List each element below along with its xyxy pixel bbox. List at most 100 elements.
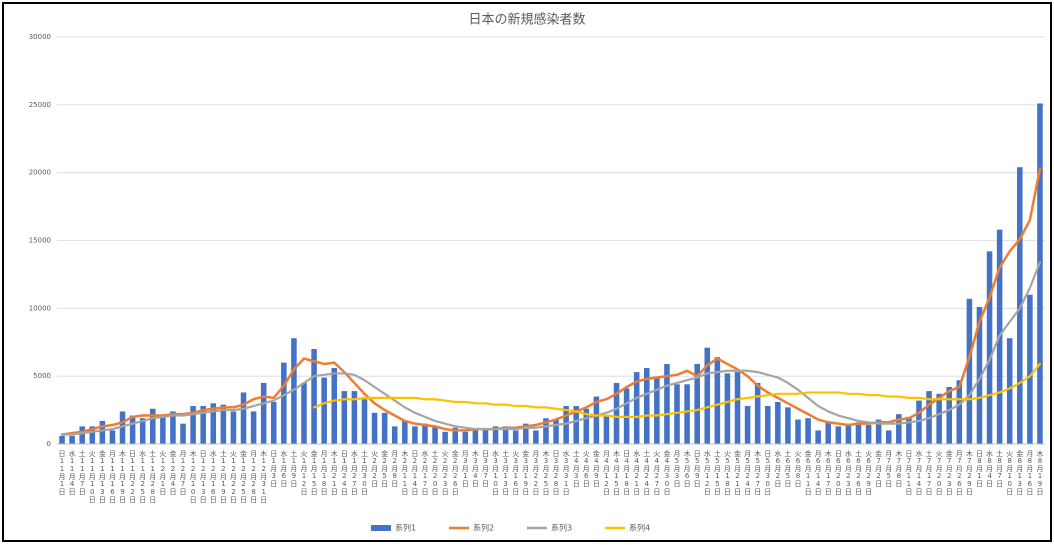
bar [664,363,670,444]
bar [462,431,469,444]
x-tick-label: 月7月26日 [955,450,963,496]
x-tick-label: 月2月8日 [391,450,399,488]
x-tick-label: 火6月8日 [794,450,802,488]
x-tick-label: 金7月23日 [945,449,953,496]
bar [613,382,620,444]
x-tick-label: 土3月13日 [502,449,510,496]
x-tick-label: 木6月17日 [824,449,832,496]
x-tick-label: 月3月1日 [461,450,469,488]
x-tick-label: 土4月24日 [643,449,651,496]
bar [744,406,751,444]
x-tick-label: 水6月23日 [844,449,852,496]
bar [109,430,116,444]
x-tick-label: 金2月26日 [451,449,459,496]
x-tick-label: 月4月12日 [602,450,610,496]
x-tick-label: 金7月2日 [875,449,883,488]
bar [633,372,640,444]
x-tick-label: 日8月1日 [975,450,983,488]
x-tick-label: 金5月21日 [734,449,742,496]
x-tick-label: 金6月11日 [804,449,812,496]
x-tick-label: 土8月7日 [996,449,1004,488]
bar [321,377,327,444]
x-tick-label: 木4月15日 [613,449,621,496]
bar [785,407,791,444]
bar [250,411,257,444]
bar [240,392,247,444]
x-tick-label: 火2月2日 [371,450,379,488]
bar [956,380,963,444]
x-tick-label: 木8月19日 [1036,449,1044,496]
bar [442,431,448,444]
x-tick-label: 火8月10日 [1006,450,1014,496]
bar [573,406,579,444]
x-tick-label: 日5月30日 [764,450,772,496]
x-tick-label: 木1月21日 [330,449,338,496]
bar [885,430,892,444]
x-tick-label: 木12月31日 [260,449,268,504]
x-tick-label: 月5月24日 [744,450,752,496]
legend-label: 系列3 [551,523,572,533]
bar [704,347,711,444]
x-tick-label: 土1月30日 [360,449,368,496]
bar [331,368,338,444]
x-tick-label: 土11月7日 [78,449,86,496]
bar [603,415,610,444]
x-tick-label: 水7月14日 [915,449,923,496]
bar [694,363,700,444]
bar [754,382,761,444]
bar [69,435,75,444]
x-tick-label: 月11月16日 [108,450,116,504]
y-tick-label: 30000 [29,33,51,41]
bar [855,422,862,444]
bar [845,423,852,444]
y-tick-label: 10000 [29,304,51,312]
x-tick-label: 水1月27日 [350,449,358,496]
x-tick-label: 日7月11日 [905,450,913,496]
bar [291,338,297,444]
x-tick-label: 水3月31日 [562,449,570,496]
bar [230,411,237,444]
x-tick-label: 木12月10日 [189,449,197,504]
bar [734,372,741,444]
bar [422,423,428,444]
y-tick-label: 20000 [29,169,51,177]
bar [966,298,973,444]
x-tick-label: 火12月22日 [229,450,237,504]
x-tick-label: 日3月7日 [481,450,489,488]
x-tick-label: 火6月29日 [865,450,873,496]
x-tick-label: 日11月22日 [129,450,137,504]
x-tick-label: 火3月16日 [512,450,520,496]
bar [1017,167,1023,445]
bar [472,429,479,444]
x-tick-label: 火1月12日 [300,450,308,496]
x-tick-label: 水8月4日 [986,449,994,488]
bar [583,408,590,444]
x-tick-label: 火4月6日 [582,450,590,488]
bar [946,387,952,444]
x-tick-label: 土11月28日 [149,449,157,504]
bar [986,251,993,444]
bar [150,408,156,444]
y-tick-label: 25000 [29,101,51,109]
x-tick-label: 月6月14日 [814,450,822,496]
bar [976,306,983,444]
x-tick-label: 水12月16日 [209,449,217,504]
x-tick-label: 日3月28日 [552,450,560,496]
bar [502,426,509,444]
x-tick-label: 火4月27日 [653,450,661,496]
x-tick-label: 木7月8日 [895,449,903,488]
x-tick-label: 土12月19日 [219,449,227,504]
bar [180,423,186,444]
bar [361,399,368,444]
bar [906,416,912,444]
bar [371,412,378,444]
bar [533,430,539,444]
bar [99,420,106,444]
bar [210,403,217,444]
x-tick-label: 土1月9日 [290,449,298,488]
x-tick-label: 土5月15日 [713,449,721,496]
x-tick-label: 土6月26日 [854,449,862,496]
legend-label: 系列4 [629,523,650,533]
x-tick-label: 月7月5日 [885,450,893,488]
